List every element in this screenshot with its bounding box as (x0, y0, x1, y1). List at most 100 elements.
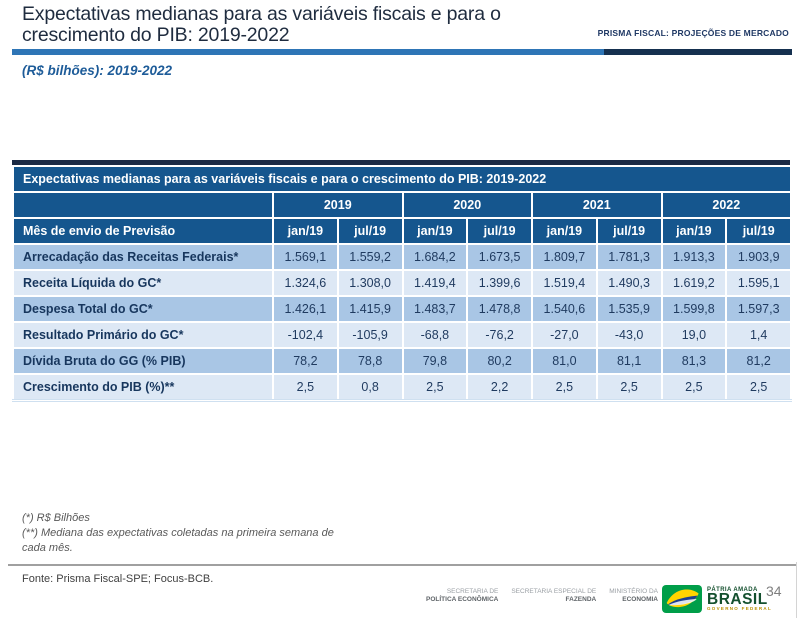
value-cell: 1.809,7 (531, 243, 598, 271)
value-cell: 1.619,2 (660, 269, 728, 297)
value-cell: 81,0 (531, 347, 598, 375)
year-header-row: 2019 2020 2021 2022 (12, 191, 793, 219)
value-cell: 1,4 (725, 321, 793, 349)
value-cell: 1.399,6 (466, 269, 533, 297)
value-cell: -105,9 (336, 321, 404, 349)
row-label: Arrecadação das Receitas Federais* (12, 243, 274, 271)
source-text: Fonte: Prisma Fiscal-SPE; Focus-BCB. (22, 573, 214, 585)
table-row: Despesa Total do GC* 1.426,1 1.415,9 1.4… (12, 295, 793, 323)
value-cell: 1.540,6 (531, 295, 598, 323)
year-header-2019: 2019 (272, 191, 404, 219)
value-cell: 2,5 (660, 373, 728, 402)
value-cell: 1.569,1 (272, 243, 339, 271)
ministry-line: SECRETARIA DE (446, 588, 499, 595)
month-header: jul/19 (725, 217, 793, 245)
ministry-signatures: SECRETARIA DE POLÍTICA ECONÔMICA SECRETA… (420, 588, 658, 603)
year-header-2020: 2020 (401, 191, 533, 219)
month-header: jan/19 (401, 217, 469, 245)
ministry-line: MINISTÉRIO DA (609, 588, 658, 595)
table-row: Crescimento do PIB (%)** 2,5 0,8 2,5 2,2… (12, 373, 793, 402)
footnote-line: (**) Mediana das expectativas coletadas … (22, 527, 334, 539)
header-rule-light (12, 49, 604, 55)
month-header: jul/19 (595, 217, 663, 245)
value-cell: 81,1 (595, 347, 663, 375)
table-top-strip (12, 160, 790, 165)
ministry-block-fazenda: SECRETARIA ESPECIAL DE FAZENDA (511, 588, 596, 603)
ministry-line: SECRETARIA ESPECIAL DE (511, 588, 597, 595)
ministry-line: FAZENDA (565, 595, 597, 603)
table-row: Arrecadação das Receitas Federais* 1.569… (12, 243, 793, 271)
value-cell: 1.535,9 (595, 295, 663, 323)
value-cell: 78,2 (272, 347, 339, 375)
month-header-row: Mês de envio de Previsão jan/19 jul/19 j… (12, 217, 793, 245)
value-cell: 81,3 (660, 347, 728, 375)
value-cell: 1.483,7 (401, 295, 469, 323)
value-cell: 78,8 (336, 347, 404, 375)
row-label: Despesa Total do GC* (12, 295, 274, 323)
government-logo: PÁTRIA AMADA BRASIL GOVERNO FEDERAL (662, 585, 772, 613)
ministry-block-economia: MINISTÉRIO DA ECONOMIA (609, 588, 658, 603)
value-cell: 2,5 (725, 373, 793, 402)
value-cell: 1.684,2 (401, 243, 469, 271)
header-rule-dark (604, 49, 792, 55)
value-cell: 0,8 (336, 373, 404, 402)
table-title-row: Expectativas medianas para as variáveis … (11, 165, 793, 193)
value-cell: 1.913,3 (660, 243, 728, 271)
value-cell: 2,2 (466, 373, 533, 402)
month-header: jul/19 (466, 217, 533, 245)
ministry-line: POLÍTICA ECONÔMICA (426, 595, 499, 603)
value-cell: 1.559,2 (336, 243, 404, 271)
row-label: Resultado Primário do GC* (12, 321, 274, 349)
logo-governo-federal: GOVERNO FEDERAL (707, 605, 773, 611)
value-cell: -102,4 (272, 321, 339, 349)
row-label: Dívida Bruta do GG (% PIB) (12, 347, 274, 375)
slide-edge-line (796, 562, 797, 618)
row-header-label: Mês de envio de Previsão (12, 217, 274, 245)
value-cell: 1.597,3 (725, 295, 793, 323)
value-cell: 1.478,8 (466, 295, 533, 323)
page-title: Expectativas medianas para as variáveis … (22, 3, 501, 46)
logo-wordmark: PÁTRIA AMADA BRASIL GOVERNO FEDERAL (707, 587, 772, 612)
value-cell: 2,5 (401, 373, 469, 402)
table-title: Expectativas medianas para as variáveis … (11, 165, 793, 193)
value-cell: -43,0 (595, 321, 663, 349)
value-cell: 1.324,6 (272, 269, 339, 297)
logo-motto: PÁTRIA AMADA (707, 586, 758, 593)
value-cell: 1.781,3 (595, 243, 663, 271)
fiscal-expectations-table: Expectativas medianas para as variáveis … (11, 165, 793, 402)
value-cell: 19,0 (660, 321, 728, 349)
value-cell: -68,8 (401, 321, 469, 349)
value-cell: 2,5 (272, 373, 339, 402)
value-cell: 1.308,0 (336, 269, 404, 297)
value-cell: 81,2 (725, 347, 793, 375)
value-cell: -76,2 (466, 321, 533, 349)
value-cell: 1.599,8 (660, 295, 728, 323)
row-label: Crescimento do PIB (%)** (12, 373, 274, 402)
logo-brasil: BRASIL (707, 590, 768, 608)
month-header: jan/19 (660, 217, 728, 245)
value-cell: 2,5 (531, 373, 598, 402)
year-header-2021: 2021 (531, 191, 663, 219)
row-label: Receita Líquida do GC* (12, 269, 274, 297)
value-cell: 80,2 (466, 347, 533, 375)
table-row: Dívida Bruta do GG (% PIB) 78,2 78,8 79,… (12, 347, 793, 375)
ministry-line: ECONOMIA (622, 595, 658, 603)
value-cell: 1.419,4 (401, 269, 469, 297)
brazil-flag-icon (662, 585, 702, 613)
value-cell: 1.903,9 (725, 243, 793, 271)
value-cell: 1.673,5 (466, 243, 533, 271)
value-cell: 79,8 (401, 347, 469, 375)
year-header-2022: 2022 (660, 191, 793, 219)
month-header: jan/19 (531, 217, 598, 245)
source-divider (8, 564, 796, 566)
ministry-block-politica-economica: SECRETARIA DE POLÍTICA ECONÔMICA (426, 588, 498, 603)
table-row: Receita Líquida do GC* 1.324,6 1.308,0 1… (12, 269, 793, 297)
value-cell: 1.490,3 (595, 269, 663, 297)
month-header: jan/19 (272, 217, 339, 245)
year-header-spacer (12, 191, 274, 219)
month-header: jul/19 (336, 217, 404, 245)
program-label: PRISMA FISCAL: PROJEÇÕES DE MERCADO (597, 28, 789, 38)
value-cell: 2,5 (595, 373, 663, 402)
page-number: 34 (766, 583, 782, 599)
